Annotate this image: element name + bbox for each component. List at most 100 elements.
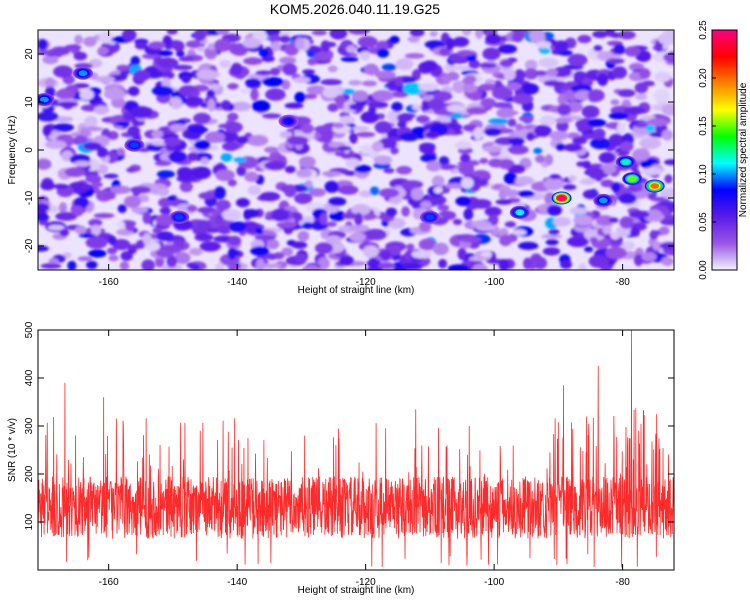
heatmap-cell xyxy=(587,118,607,127)
heatmap-cell xyxy=(437,204,450,211)
heatmap-cell xyxy=(497,44,518,54)
heatmap-cell xyxy=(38,158,52,170)
heatmap-cell xyxy=(573,71,587,81)
heatmap-cell xyxy=(608,112,629,120)
heatmap-cell xyxy=(302,222,314,230)
heatmap-cell xyxy=(112,239,131,251)
heatmap-cell xyxy=(605,30,615,37)
snr-frame xyxy=(37,329,675,571)
heatmap-cell xyxy=(462,30,472,36)
heatmap-cell xyxy=(653,89,671,102)
heatmap-cell xyxy=(396,165,412,175)
heatmap-cell xyxy=(428,98,445,111)
heatmap-cell xyxy=(130,186,151,194)
heatmap-cell xyxy=(193,30,207,42)
heatmap-cell xyxy=(407,35,420,43)
heatmap-cell xyxy=(227,112,239,122)
heatmap-cell xyxy=(546,204,563,216)
heatmap-cell xyxy=(217,224,229,234)
heatmap-cell xyxy=(83,142,102,151)
heatmap-cell xyxy=(298,156,316,169)
heatmap-cell xyxy=(159,244,182,251)
heatmap-cell xyxy=(244,171,259,183)
heatmap-cell xyxy=(359,144,376,155)
heatmap-cell xyxy=(658,32,674,45)
heatmap-cell xyxy=(166,255,178,268)
heatmap-cell xyxy=(175,50,185,57)
heatmap-cell xyxy=(579,178,596,186)
heatmap-cell xyxy=(379,188,400,198)
heatmap-cell xyxy=(504,221,517,228)
heatmap-cell xyxy=(533,147,543,155)
heatmap-cell xyxy=(366,266,384,270)
heatmap-cell xyxy=(548,229,560,235)
heatmap-cell xyxy=(126,167,137,173)
heatmap-cell xyxy=(394,76,403,87)
heatmap-cell xyxy=(366,259,381,268)
heatmap-cell xyxy=(207,43,216,51)
heatmap-cell xyxy=(227,179,237,187)
heatmap-cell xyxy=(597,73,609,86)
heatmap-cell xyxy=(340,56,359,62)
heatmap-cell xyxy=(574,90,592,101)
heatmap-cell xyxy=(125,244,145,250)
heatmap-cell xyxy=(471,199,492,209)
heatmap-cell xyxy=(75,134,88,144)
heatmap-cell xyxy=(582,189,599,200)
heatmap-cell xyxy=(154,160,172,166)
heatmap-cell xyxy=(266,239,280,250)
heatmap-cell xyxy=(455,196,472,207)
heatmap-cell xyxy=(503,68,516,81)
heatmap-cell xyxy=(276,221,298,229)
heatmap-cell xyxy=(327,103,339,112)
heatmap-cell xyxy=(242,38,261,49)
heatmap-cell xyxy=(471,220,492,228)
heatmap-cell xyxy=(592,30,609,39)
y-tick-label: 500 xyxy=(24,321,35,338)
heatmap-cell xyxy=(549,130,569,141)
heatmap-cell xyxy=(131,206,149,214)
heatmap-cell xyxy=(74,196,90,209)
heatmap-cell xyxy=(376,48,390,58)
heatmap-cell xyxy=(409,30,425,37)
x-tick-label: -80 xyxy=(615,277,630,288)
heatmap-cell xyxy=(116,147,126,156)
heatmap-cell xyxy=(198,192,216,200)
heatmap-cell xyxy=(619,193,637,205)
heatmap-cell xyxy=(358,190,373,198)
heatmap-cell xyxy=(119,70,128,80)
heatmap-cell xyxy=(307,58,317,66)
x-tick-label: -160 xyxy=(99,577,119,588)
heatmap-cell xyxy=(156,57,179,69)
heatmap-cell xyxy=(468,59,480,69)
heatmap-cell xyxy=(401,206,410,217)
heatmap-cell xyxy=(170,96,183,109)
heatmap-cell xyxy=(524,59,538,71)
heatmap-cell xyxy=(480,251,493,258)
heatmap-cell xyxy=(346,45,357,53)
heatmap-cell xyxy=(314,125,333,134)
heatmap-cell xyxy=(596,215,614,226)
heatmap-cell xyxy=(297,230,310,242)
heatmap-cell xyxy=(562,184,577,191)
heatmap-cell xyxy=(38,203,50,213)
heatmap-cell xyxy=(84,116,98,128)
heatmap-cell xyxy=(539,48,551,54)
heatmap-y-axis: 20 10 0 -10 -20 xyxy=(24,48,674,253)
heatmap-cell xyxy=(83,36,97,47)
heatmap-cell xyxy=(313,53,322,62)
heatmap-cell xyxy=(395,58,414,70)
heatmap-cell xyxy=(332,122,345,129)
heatmap-cell xyxy=(613,44,626,55)
heatmap-cell xyxy=(424,40,446,49)
x-tick-label: -160 xyxy=(99,277,119,288)
heatmap-cell xyxy=(507,118,517,127)
heatmap-cell xyxy=(578,263,587,270)
heatmap-cell xyxy=(329,210,346,222)
heatmap-cell xyxy=(169,123,188,132)
heatmap-cell xyxy=(488,158,504,168)
heatmap-cell xyxy=(227,235,242,246)
heatmap-cell xyxy=(452,218,463,226)
heatmap-cell xyxy=(251,100,271,113)
heatmap-cell xyxy=(463,208,474,221)
